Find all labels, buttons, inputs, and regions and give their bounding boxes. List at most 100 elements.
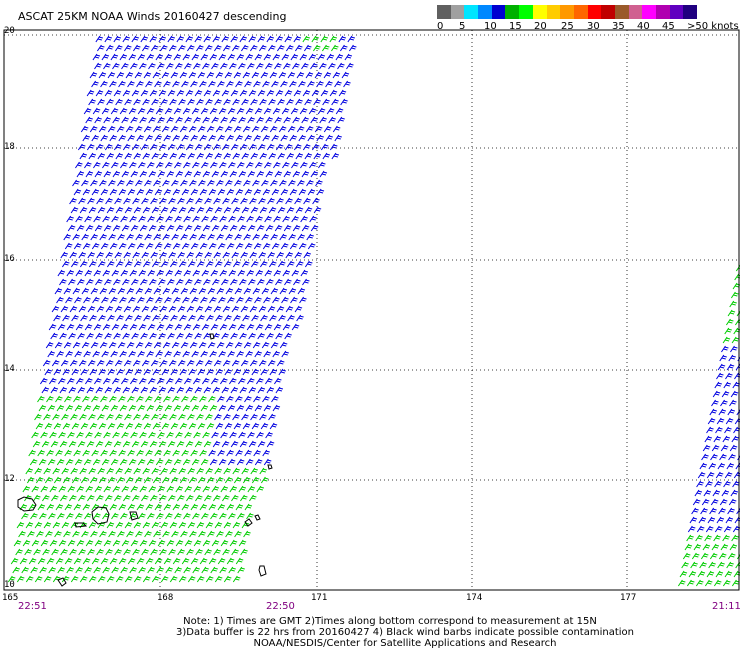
wind-barb	[221, 386, 230, 394]
wind-barb	[267, 359, 276, 367]
wind-barb	[179, 314, 187, 322]
wind-barb	[93, 377, 102, 385]
lon-label-165: 165	[2, 593, 19, 603]
wind-barb	[270, 287, 279, 295]
wind-barb	[277, 152, 286, 160]
wind-barb	[71, 422, 80, 430]
wind-barb	[167, 35, 175, 43]
wind-barb	[212, 278, 220, 286]
wind-barb	[310, 224, 319, 232]
wind-barb	[269, 125, 278, 133]
wind-barb	[147, 323, 156, 331]
wind-barb	[56, 296, 64, 304]
wind-barb	[285, 44, 294, 52]
wind-barb	[34, 521, 43, 529]
wind-barb	[242, 71, 251, 79]
wind-barb	[82, 449, 90, 457]
wind-barb	[292, 62, 300, 70]
wind-barb	[172, 134, 180, 142]
wind-barb	[101, 107, 110, 115]
wind-barb	[150, 548, 158, 556]
wind-barb	[256, 431, 264, 439]
wind-barb	[146, 458, 155, 466]
wind-barb	[118, 188, 127, 196]
wind-barb	[174, 566, 182, 574]
wind-barb	[113, 440, 122, 448]
wind-barb	[712, 390, 721, 398]
wind-barb	[165, 323, 174, 331]
wind-barb	[159, 305, 168, 313]
legend-swatch	[546, 5, 561, 19]
wind-barb	[75, 566, 83, 574]
wind-barb	[142, 98, 150, 106]
wind-barb	[249, 197, 257, 205]
wind-barb	[111, 323, 120, 331]
wind-barb	[244, 134, 252, 142]
wind-barb	[114, 305, 123, 313]
wind-barb	[240, 494, 248, 502]
wind-barb	[252, 287, 261, 295]
wind-barb	[122, 278, 130, 286]
wind-barb	[276, 44, 285, 52]
wind-barb	[261, 341, 270, 349]
wind-barb	[223, 467, 231, 475]
wind-barb	[132, 197, 140, 205]
wind-barb	[98, 476, 107, 484]
wind-barb	[102, 215, 110, 223]
wind-barb	[718, 408, 726, 416]
wind-barb	[255, 377, 264, 385]
wind-barb	[46, 557, 55, 565]
wind-barb	[35, 422, 44, 430]
wind-barb	[205, 260, 214, 268]
legend-swatch	[573, 5, 588, 19]
wind-barb	[99, 341, 108, 349]
note-line-2: 3)Data buffer is 22 hrs from 20160427 4)…	[176, 627, 634, 638]
wind-barb	[210, 323, 219, 331]
wind-barb	[711, 399, 719, 407]
wind-barb	[192, 377, 201, 385]
wind-barb	[57, 566, 65, 574]
wind-barb	[347, 35, 355, 43]
wind-barb	[93, 512, 101, 520]
wind-barb	[49, 485, 58, 493]
wind-barb	[238, 116, 246, 124]
wind-barb	[117, 179, 125, 187]
wind-barb	[132, 548, 140, 556]
wind-barb	[223, 98, 231, 106]
wind-barb	[150, 197, 158, 205]
wind-barb	[288, 179, 296, 187]
wind-barb	[233, 476, 242, 484]
wind-barb	[176, 143, 185, 151]
wind-barb	[720, 444, 729, 452]
wind-barb	[151, 260, 160, 268]
wind-barb	[78, 494, 86, 502]
wind-barb	[81, 233, 89, 241]
wind-barb	[248, 143, 257, 151]
wind-barb	[177, 548, 185, 556]
wind-barb	[57, 377, 66, 385]
wind-barb	[128, 458, 137, 466]
wind-barb	[266, 35, 274, 43]
wind-barb	[116, 476, 125, 484]
wind-barb	[186, 251, 194, 259]
wind-barb	[244, 449, 252, 457]
wind-barb	[344, 53, 353, 61]
wind-barb	[174, 323, 183, 331]
wind-barb	[730, 489, 739, 497]
wind-barb	[201, 566, 209, 574]
wind-barb	[158, 386, 167, 394]
wind-barb	[135, 341, 144, 349]
wind-barb	[157, 539, 166, 547]
wind-barb	[161, 422, 170, 430]
wind-barb	[269, 71, 278, 79]
wind-barb	[106, 260, 115, 268]
wind-barb	[159, 197, 167, 205]
wind-barb	[82, 503, 91, 511]
wind-barb	[178, 206, 187, 214]
wind-barb	[139, 224, 148, 232]
wind-barb	[284, 89, 293, 97]
wind-barb	[166, 224, 175, 232]
wind-barb	[224, 422, 233, 430]
wind-barb	[75, 269, 84, 277]
wind-barb	[310, 170, 319, 178]
